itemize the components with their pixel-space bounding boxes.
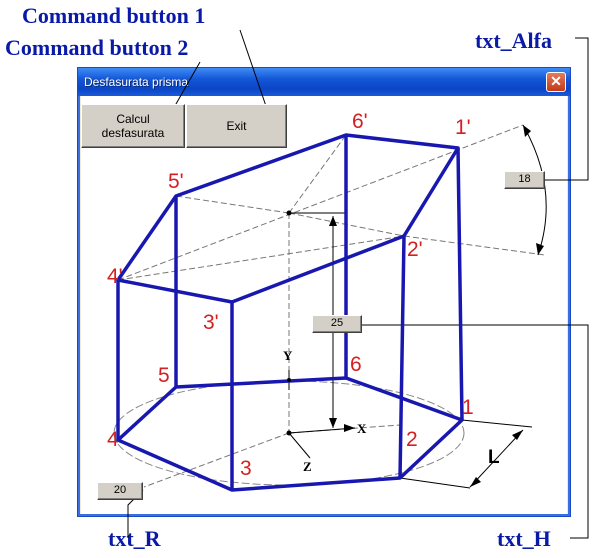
vertex-label-6: 6 [350, 353, 362, 376]
r-input[interactable]: 20 [97, 482, 143, 500]
callout-txt-h: txt_H [497, 526, 551, 551]
h-input[interactable]: 25 [312, 315, 362, 333]
calcul-button-line1: Calcul [116, 112, 150, 126]
title-bar[interactable]: Desfasurata prisma ✕ [78, 68, 570, 96]
vertex-label-3p: 3' [203, 311, 219, 334]
vertex-label-4p: 4' [107, 265, 123, 288]
vertex-label-2: 2 [406, 428, 418, 451]
vertex-label-6p: 6' [352, 110, 368, 133]
vertex-dots [286, 210, 292, 436]
callout-command-button-1: Command button 1 [22, 3, 206, 28]
vertex-label-1: 1 [462, 396, 474, 419]
dimension-arrowheads [329, 125, 544, 487]
calcul-button-line2: desfasurata [101, 126, 165, 140]
callout-leaders [127, 29, 589, 539]
vertex-label-3: 3 [240, 457, 252, 480]
alfa-input[interactable]: 18 [504, 171, 545, 189]
vertex-label-2p: 2' [407, 238, 423, 261]
callout-command-button-2: Command button 2 [5, 35, 189, 60]
callout-txt-alfa: txt_Alfa [475, 28, 552, 53]
calcul-desfasurata-button[interactable]: Calcul desfasurata [81, 104, 185, 148]
axis-label-y: Y [283, 348, 293, 363]
axis-label-z: Z [303, 459, 312, 474]
dimension-label-l: L [488, 447, 500, 468]
prism-edges [116, 133, 464, 492]
vertex-label-1p: 1' [455, 116, 471, 139]
vertex-label-5: 5 [158, 364, 170, 387]
vertex-label-4: 4 [107, 428, 119, 451]
close-icon: ✕ [550, 73, 562, 89]
callout-txt-r: txt_R [108, 526, 161, 551]
axis-label-x: X [357, 421, 367, 436]
exit-button[interactable]: Exit [186, 104, 287, 148]
window-title: Desfasurata prisma [84, 75, 189, 89]
close-button[interactable]: ✕ [546, 72, 566, 92]
vertex-label-5p: 5' [168, 170, 184, 193]
